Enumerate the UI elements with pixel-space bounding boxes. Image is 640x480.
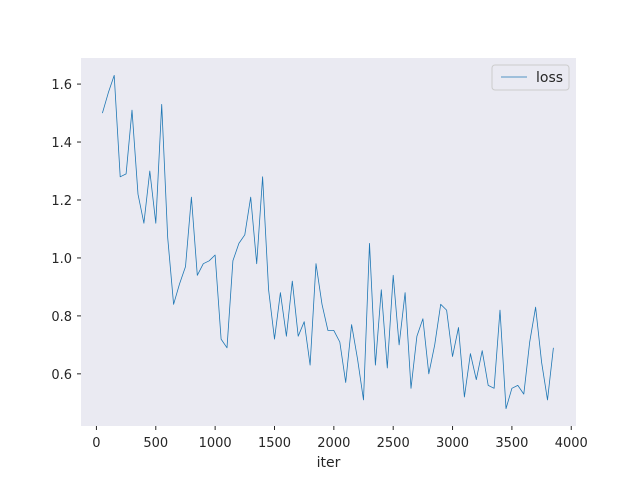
x-tick-label: 3500 xyxy=(495,436,528,451)
x-axis-label: iter xyxy=(317,455,341,471)
y-tick-label: 1.0 xyxy=(51,252,72,267)
legend: loss xyxy=(491,64,570,91)
y-tick-label: 1.6 xyxy=(51,78,72,93)
series-line-loss xyxy=(102,75,554,410)
x-tick-label: 0 xyxy=(92,436,100,451)
y-tick-label: 1.2 xyxy=(51,194,72,209)
series-layer xyxy=(102,75,554,410)
x-tick-label: 3000 xyxy=(436,436,469,451)
x-tick-label: 2000 xyxy=(317,436,350,451)
legend-box xyxy=(491,64,570,91)
y-axis-ticks: 0.6 0.8 1.0 1.2 1.4 1.6 xyxy=(51,78,81,383)
x-tick-label: 2500 xyxy=(377,436,410,451)
x-tick-label: 4000 xyxy=(555,436,588,451)
y-tick-label: 1.4 xyxy=(51,136,72,151)
x-axis-ticks: 0 500 1000 1500 2000 2500 3000 3500 4000 xyxy=(92,426,588,451)
y-tick-label: 0.8 xyxy=(51,310,72,325)
x-tick-label: 500 xyxy=(143,436,168,451)
plot-area xyxy=(81,58,576,426)
legend-label-loss: loss xyxy=(536,70,563,86)
x-tick-label: 1000 xyxy=(199,436,232,451)
y-tick-label: 0.6 xyxy=(51,368,72,383)
x-tick-label: 1500 xyxy=(258,436,291,451)
